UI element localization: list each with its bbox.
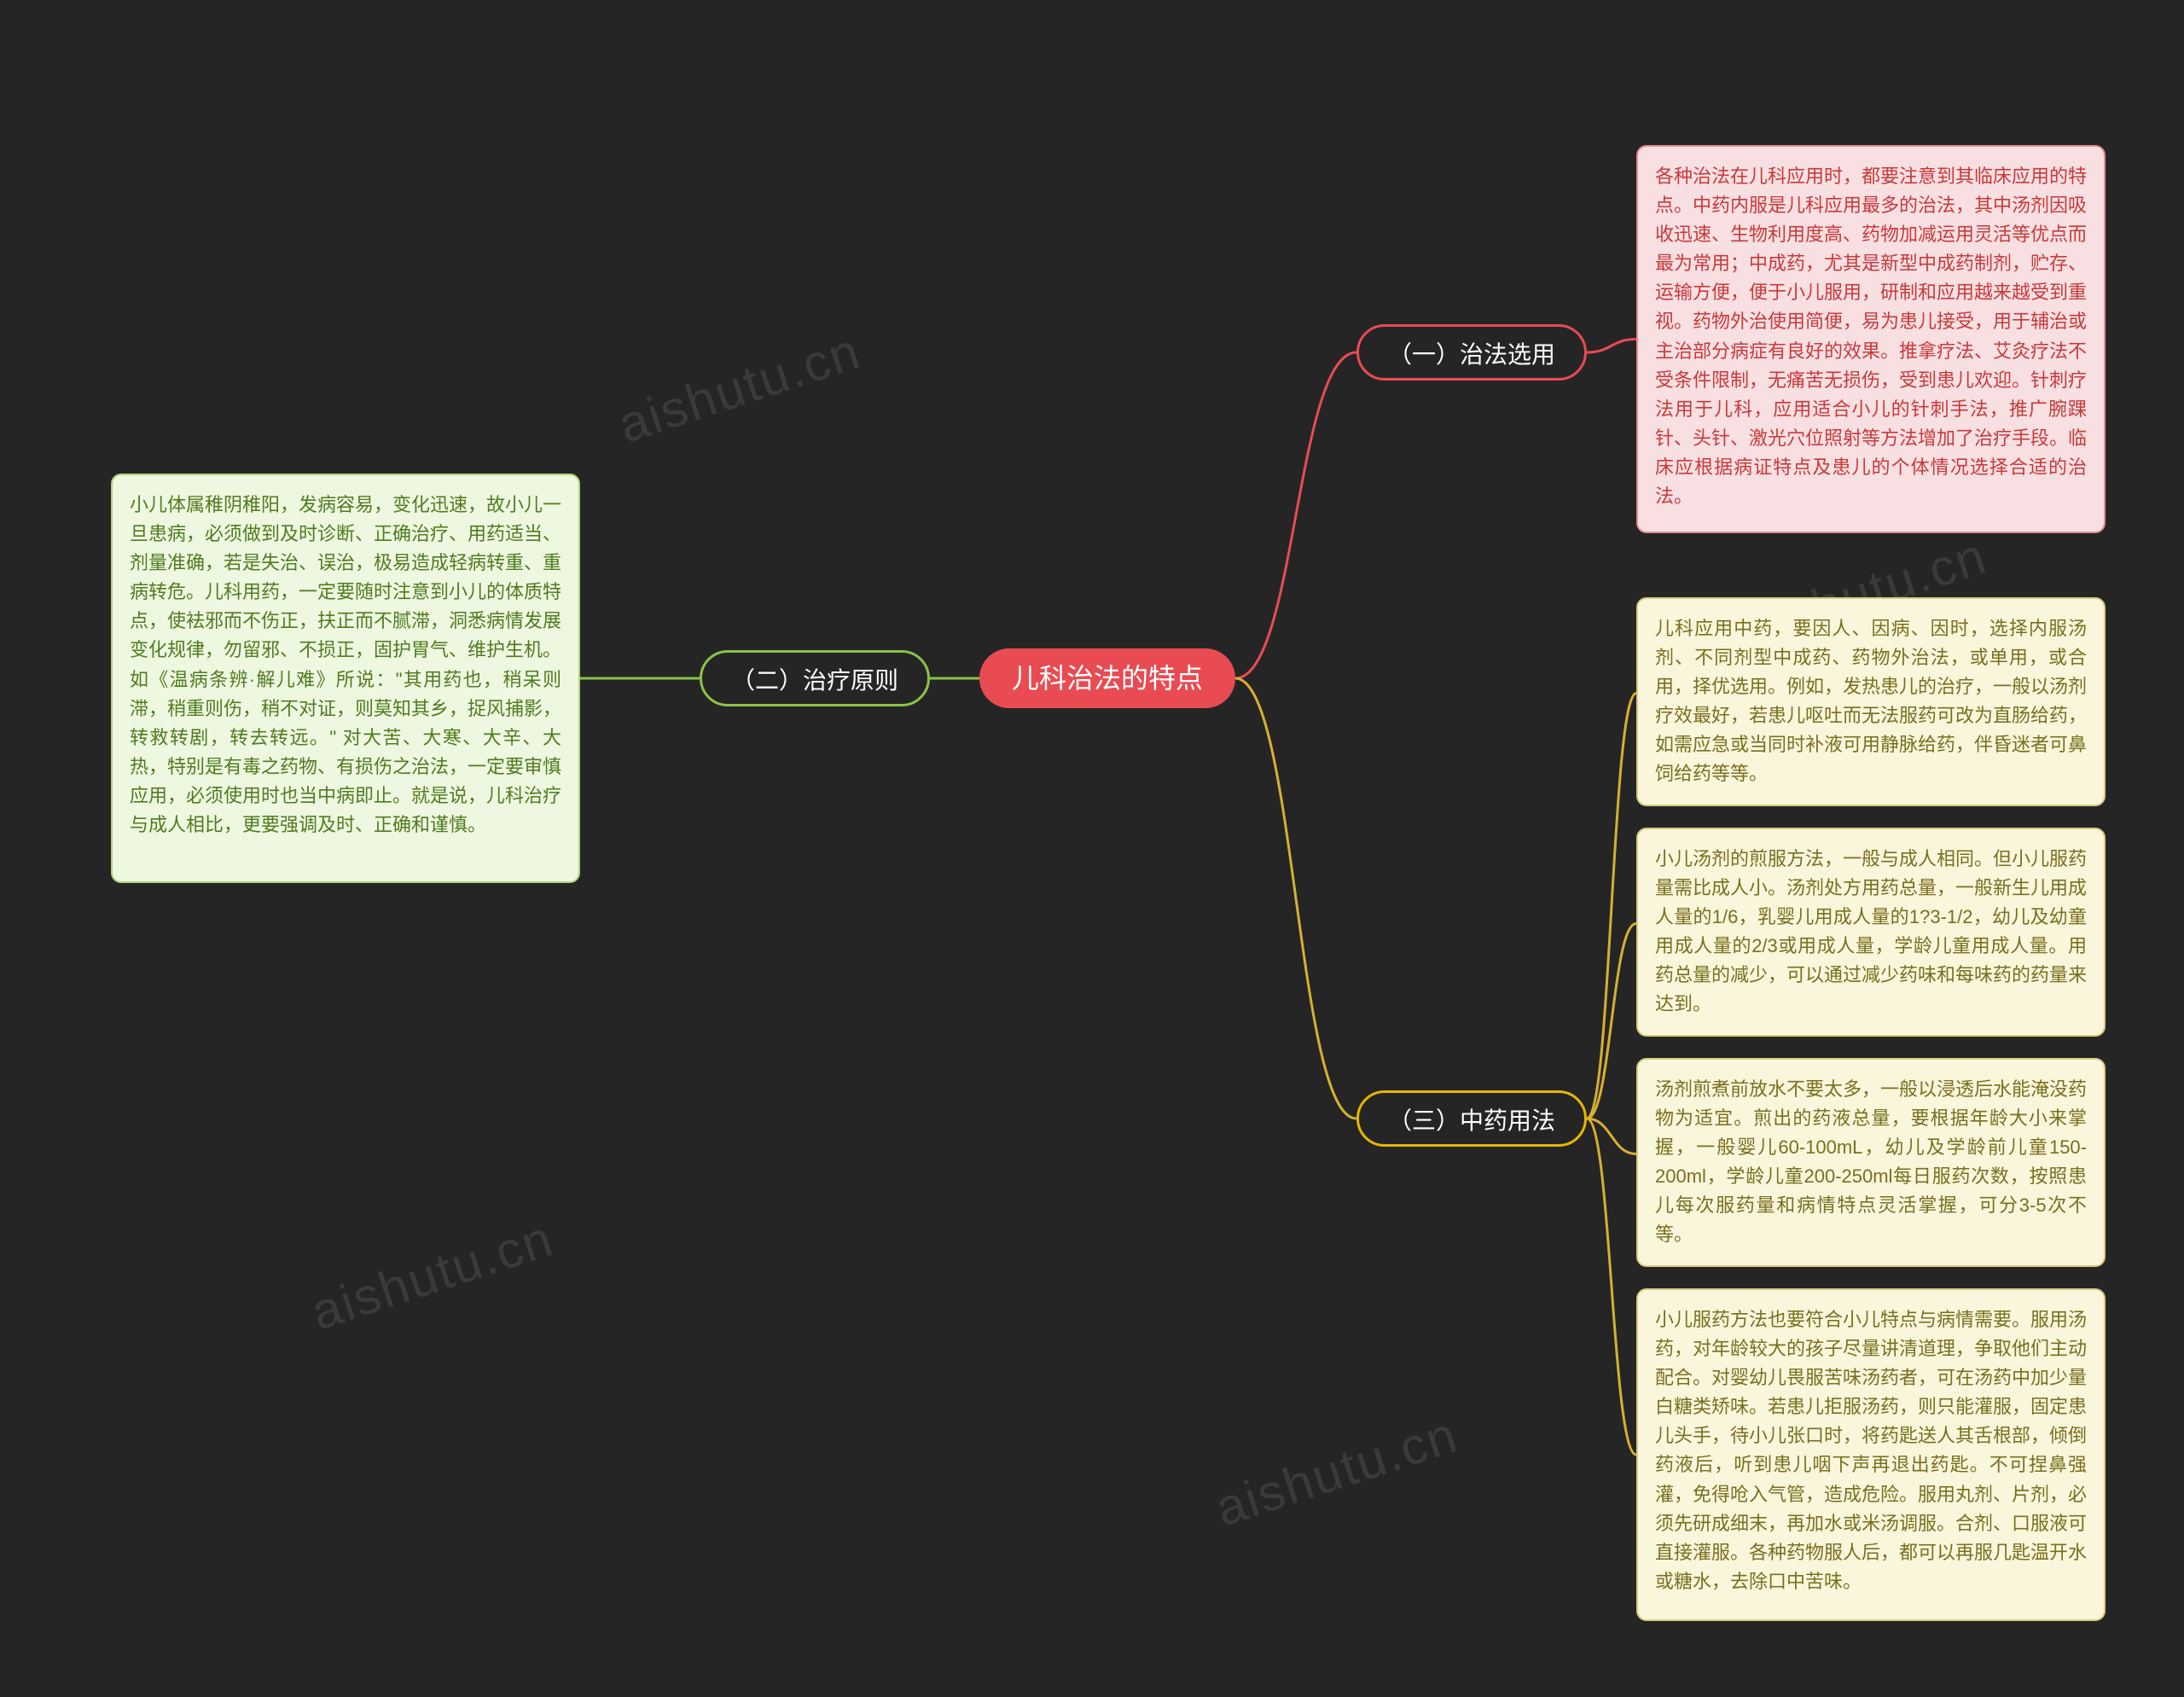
leaf-text: 儿科应用中药，要因人、因病、因时，选择内服汤剂、不同剂型中成药、药物外治法，或单… xyxy=(1655,618,2087,784)
branch-label: （二）治疗原则 xyxy=(731,667,898,694)
leaf-node-3d[interactable]: 小儿服药方法也要符合小儿特点与病情需要。服用汤药，对年龄较大的孩子尽量讲清道理，… xyxy=(1636,1288,2106,1621)
branch-node-1[interactable]: （一）治法选用 xyxy=(1356,324,1587,381)
mindmap-canvas: aishutu.cn aishutu.cn aishutu.cn aishutu… xyxy=(0,0,2184,1697)
leaf-node-2[interactable]: 小儿体属稚阴稚阳，发病容易，变化迅速，故小儿一旦患病，必须做到及时诊断、正确治疗… xyxy=(111,474,580,883)
leaf-node-3b[interactable]: 小儿汤剂的煎服方法，一般与成人相同。但小儿服药量需比成人小。汤剂处方用药总量，一… xyxy=(1636,828,2106,1037)
leaf-node-1[interactable]: 各种治法在儿科应用时，都要注意到其临床应用的特点。中药内服是儿科应用最多的治法，… xyxy=(1636,145,2106,533)
leaf-text: 汤剂煎煮前放水不要太多，一般以浸透后水能淹没药物为适宜。煎出的药液总量，要根据年… xyxy=(1655,1078,2087,1245)
branch-label: （三）中药用法 xyxy=(1388,1107,1555,1134)
leaf-text: 小儿服药方法也要符合小儿特点与病情需要。服用汤药，对年龄较大的孩子尽量讲清道理，… xyxy=(1655,1309,2087,1592)
branch-node-2[interactable]: （二）治疗原则 xyxy=(700,650,930,706)
watermark: aishutu.cn xyxy=(612,321,868,454)
root-node[interactable]: 儿科治法的特点 xyxy=(979,648,1235,708)
branch-node-3[interactable]: （三）中药用法 xyxy=(1356,1090,1587,1147)
leaf-text: 各种治法在儿科应用时，都要注意到其临床应用的特点。中药内服是儿科应用最多的治法，… xyxy=(1655,166,2087,507)
watermark: aishutu.cn xyxy=(305,1208,561,1341)
watermark: aishutu.cn xyxy=(1209,1404,1465,1537)
branch-label: （一）治法选用 xyxy=(1388,341,1555,368)
root-label: 儿科治法的特点 xyxy=(1012,663,1203,694)
leaf-node-3a[interactable]: 儿科应用中药，要因人、因病、因时，选择内服汤剂、不同剂型中成药、药物外治法，或单… xyxy=(1636,597,2106,806)
leaf-node-3c[interactable]: 汤剂煎煮前放水不要太多，一般以浸透后水能淹没药物为适宜。煎出的药液总量，要根据年… xyxy=(1636,1058,2106,1267)
leaf-text: 小儿体属稚阴稚阳，发病容易，变化迅速，故小儿一旦患病，必须做到及时诊断、正确治疗… xyxy=(130,494,561,835)
leaf-text: 小儿汤剂的煎服方法，一般与成人相同。但小儿服药量需比成人小。汤剂处方用药总量，一… xyxy=(1655,848,2087,1014)
